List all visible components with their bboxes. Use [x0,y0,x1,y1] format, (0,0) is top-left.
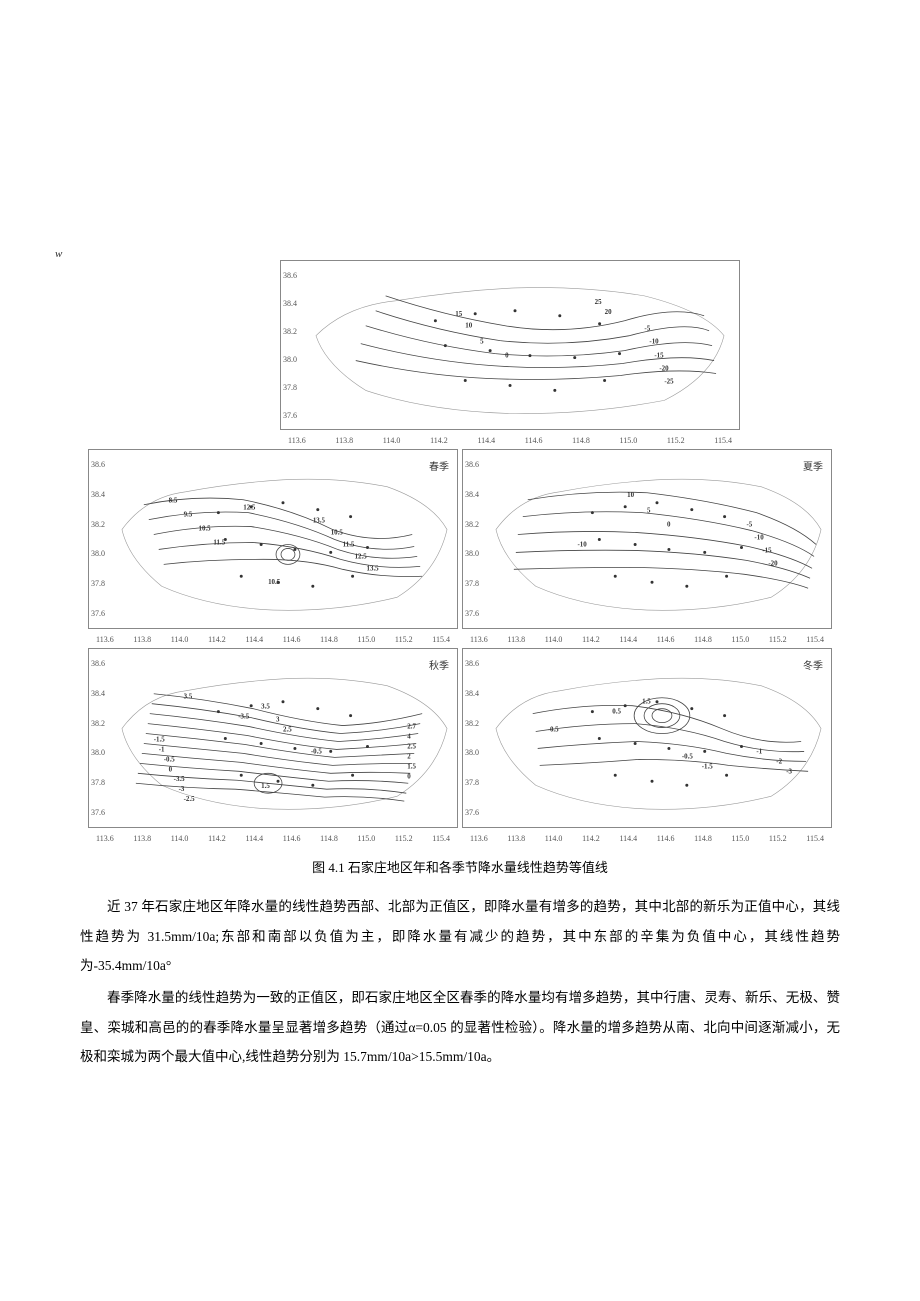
svg-text:0: 0 [667,521,671,529]
y-axis-spring: 38.638.4 38.238.0 37.837.6 [91,450,105,628]
svg-text:0: 0 [407,772,411,780]
svg-text:-5: -5 [746,521,752,529]
svg-text:10: 10 [627,491,634,499]
svg-text:-1.5: -1.5 [702,762,714,770]
x-axis-winter: 113.6113.8 114.0114.2 114.4114.6 114.811… [462,832,832,843]
page-content: 38.6 38.4 38.2 38.0 37.8 37.6 25 20 [0,0,920,1134]
svg-text:-20: -20 [659,365,669,373]
svg-text:10: 10 [465,322,472,330]
svg-text:2: 2 [407,752,411,760]
panel-row-annual: 38.6 38.4 38.2 38.0 37.8 37.6 25 20 [80,260,840,430]
figure-caption: 图 4.1 石家庄地区年和各季节降水量线性趋势等值线 [80,857,840,876]
svg-text:2.5: 2.5 [283,726,292,734]
marker-w: w [55,248,62,260]
panel-autumn: 秋季 38.638.4 38.238.0 37.837.6 [88,648,458,828]
x-axis-summer: 113.6113.8 114.0114.2 114.4114.6 114.811… [462,633,832,644]
svg-text:3.5: 3.5 [184,693,193,701]
panel-summer: 夏季 38.638.4 38.238.0 37.837.6 10 5 0 [462,449,832,629]
y-axis-winter: 38.638.4 38.238.0 37.837.6 [465,649,479,827]
svg-text:3: 3 [276,716,280,724]
svg-text:2.7: 2.7 [407,723,416,731]
svg-text:-3.5: -3.5 [238,713,250,721]
x-axis-spring: 113.6113.8 114.0114.2 114.4114.6 114.811… [88,633,458,644]
y-axis-autumn: 38.638.4 38.238.0 37.837.6 [91,649,105,827]
svg-text:-1.5: -1.5 [154,735,166,743]
svg-text:-15: -15 [654,352,664,360]
map-annual: 25 20 15 10 5 0 -5 -10 -15 -20 -25 [306,266,734,425]
y-axis-summer: 38.638.4 38.238.0 37.837.6 [465,450,479,628]
svg-text:2.5: 2.5 [407,742,416,750]
map-summer: 10 5 0 -10 -5 -10 -15 -20 [488,455,826,624]
svg-text:0: 0 [169,765,173,773]
svg-text:12.5: 12.5 [355,552,368,560]
svg-text:5: 5 [480,338,484,346]
svg-text:-0.5: -0.5 [311,747,323,755]
svg-text:-15: -15 [762,546,772,554]
svg-text:-2: -2 [776,757,782,765]
paragraph-2: 春季降水量的线性趋势为一致的正值区，即石家庄地区全区春季的降水量均有增多趋势，其… [80,983,840,1072]
svg-text:11.5: 11.5 [213,538,225,546]
svg-text:12.5: 12.5 [243,504,256,512]
svg-text:13.5: 13.5 [313,517,326,525]
svg-text:-0.5: -0.5 [164,755,176,763]
svg-text:5: 5 [647,507,651,515]
panel-spring: 春季 38.638.4 38.238.0 37.837.6 8.5 9 [88,449,458,629]
map-spring: 8.5 9.5 10.5 11.5 12.5 13.5 10.5 11.5 12… [114,455,452,624]
svg-text:0.5: 0.5 [612,708,621,716]
figure-panel-grid: 38.6 38.4 38.2 38.0 37.8 37.6 25 20 [80,260,840,843]
y-axis-annual: 38.6 38.4 38.2 38.0 37.8 37.6 [283,261,297,429]
svg-text:10.5: 10.5 [331,529,344,537]
svg-text:-2.5: -2.5 [184,795,196,803]
x-axis-autumn: 113.6113.8 114.0114.2 114.4114.6 114.811… [88,832,458,843]
svg-text:-3: -3 [786,767,792,775]
svg-text:-1: -1 [159,745,165,753]
svg-text:4: 4 [407,733,411,741]
x-axis-annual: 113.6113.8 114.0114.2 114.4114.6 114.811… [280,434,740,445]
svg-text:15: 15 [455,310,462,318]
svg-text:-10: -10 [649,338,659,346]
panel-row-3: 秋季 38.638.4 38.238.0 37.837.6 [80,648,840,828]
svg-text:-25: -25 [664,377,674,385]
svg-text:-5: -5 [644,325,650,333]
svg-text:13.5: 13.5 [367,564,380,572]
paragraph-1: 近 37 年石家庄地区年降水量的线性趋势西部、北部为正值区，即降水量有增多的趋势… [80,892,840,981]
svg-text:-0.5: -0.5 [682,752,694,760]
svg-text:-10: -10 [754,534,764,542]
body-text: 近 37 年石家庄地区年降水量的线性趋势西部、北部为正值区，即降水量有增多的趋势… [80,892,840,1072]
svg-text:-20: -20 [768,559,778,567]
svg-text:10.5: 10.5 [199,525,212,533]
svg-text:25: 25 [595,298,602,306]
svg-text:20: 20 [605,308,612,316]
svg-text:9.5: 9.5 [184,511,193,519]
svg-text:8.5: 8.5 [169,497,178,505]
svg-text:-3: -3 [179,785,185,793]
svg-text:1.5: 1.5 [407,762,416,770]
map-autumn: 3.5 3.5 -3.5 3 2.5 -1.5 -1 -0.5 0 -3.5 -… [114,654,452,823]
svg-text:-0.5: -0.5 [548,726,560,734]
svg-text:1.5: 1.5 [642,698,651,706]
svg-text:11.5: 11.5 [343,540,355,548]
svg-text:-10: -10 [577,540,587,548]
panel-annual: 38.6 38.4 38.2 38.0 37.8 37.6 25 20 [280,260,740,430]
svg-text:-1: -1 [756,747,762,755]
panel-row-2: 春季 38.638.4 38.238.0 37.837.6 8.5 9 [80,449,840,629]
map-winter: -0.5 0.5 1.5 -0.5 -1.5 -1 -2 -3 [488,654,826,823]
svg-text:-3.5: -3.5 [174,775,186,783]
svg-text:3.5: 3.5 [261,703,270,711]
svg-text:1.5: 1.5 [261,782,270,790]
panel-winter: 冬季 38.638.4 38.238.0 37.837.6 -0.5 [462,648,832,828]
svg-text:0: 0 [505,352,509,360]
